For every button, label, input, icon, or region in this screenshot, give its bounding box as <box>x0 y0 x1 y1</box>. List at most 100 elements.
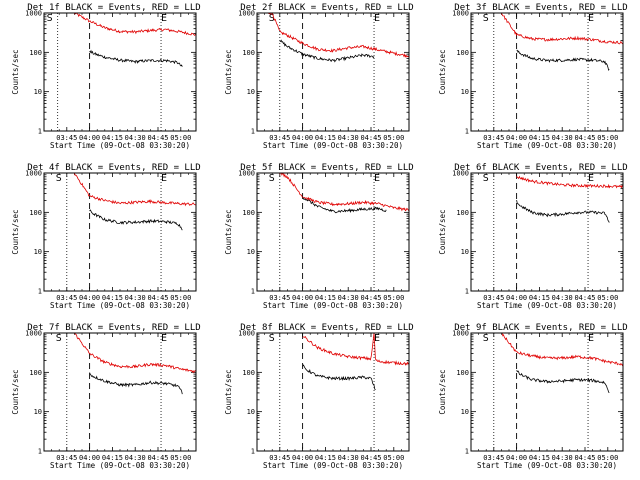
events-series <box>516 200 610 223</box>
y-axis-label: Counts/sec <box>438 49 447 94</box>
y-tick-label: 10 <box>247 88 255 96</box>
x-axis-label: Start Time (09-Oct-08 03:30:20) <box>50 141 190 150</box>
x-tick-label: 04:15 <box>529 134 550 142</box>
events-series <box>89 209 183 231</box>
start-marker-label: S <box>483 13 489 24</box>
lld-series <box>302 333 409 366</box>
y-tick-label: 1000 <box>25 170 42 178</box>
panel-title: Det 1f BLACK = Events, RED = LLD <box>27 3 200 13</box>
y-axis-label: Counts/sec <box>11 209 20 254</box>
x-tick-label: 04:30 <box>338 454 359 462</box>
x-tick-label: 05:00 <box>383 134 404 142</box>
x-tick-label: 05:00 <box>170 454 191 462</box>
y-tick-label: 1 <box>465 128 469 136</box>
lld-series <box>501 333 623 367</box>
x-axis-label: Start Time (09-Oct-08 03:30:20) <box>263 301 403 310</box>
end-marker-label: E <box>374 13 380 24</box>
x-axis-label: Start Time (09-Oct-08 03:30:20) <box>477 141 617 150</box>
x-tick-label: 05:00 <box>597 134 618 142</box>
y-tick-label: 1 <box>251 448 255 456</box>
y-tick-label: 100 <box>456 369 469 377</box>
x-tick-label: 04:45 <box>147 294 168 302</box>
y-axis-label: Counts/sec <box>224 49 233 94</box>
x-tick-label: 04:30 <box>338 134 359 142</box>
lld-series <box>74 13 196 36</box>
y-tick-label: 100 <box>242 369 255 377</box>
y-tick-label: 10 <box>247 248 255 256</box>
y-tick-label: 1 <box>465 448 469 456</box>
y-tick-label: 100 <box>456 209 469 217</box>
panel-title: Det 3f BLACK = Events, RED = LLD <box>454 3 627 13</box>
y-tick-label: 10 <box>34 408 42 416</box>
x-tick-label: 05:00 <box>170 134 191 142</box>
plot-frame <box>470 172 624 292</box>
y-tick-label: 10 <box>34 88 42 96</box>
panel-title: Det 7f BLACK = Events, RED = LLD <box>27 323 200 333</box>
x-tick-label: 03:45 <box>56 294 77 302</box>
panel-title: Det 9f BLACK = Events, RED = LLD <box>454 323 627 333</box>
end-marker-label: E <box>588 173 594 184</box>
detector-panel-4: Det 4f BLACK = Events, RED = LLD 1 10 100 10… <box>11 163 201 310</box>
x-tick-label: 04:45 <box>574 294 595 302</box>
plot-frame <box>43 332 197 452</box>
detector-panel-7: Det 7f BLACK = Events, RED = LLD 1 10 100 10… <box>11 323 201 470</box>
x-tick-label: 04:00 <box>79 294 100 302</box>
lld-series <box>74 173 196 207</box>
x-tick-label: 03:45 <box>269 134 290 142</box>
start-marker-label: S <box>483 173 489 184</box>
x-axis-label: Start Time (09-Oct-08 03:30:20) <box>50 301 190 310</box>
plot-frame <box>256 172 410 292</box>
x-tick-label: 04:15 <box>102 294 123 302</box>
panel-title: Det 6f BLACK = Events, RED = LLD <box>454 163 627 173</box>
y-tick-label: 1000 <box>452 170 469 178</box>
x-tick-label: 04:45 <box>360 134 381 142</box>
y-axis-label: Counts/sec <box>224 209 233 254</box>
x-tick-label: 03:45 <box>483 294 504 302</box>
x-axis-label: Start Time (09-Oct-08 03:30:20) <box>263 461 403 470</box>
x-tick-label: 04:30 <box>125 294 146 302</box>
detector-panel-1: Det 1f BLACK = Events, RED = LLD 1 10 100 10… <box>11 3 201 150</box>
x-tick-label: 05:00 <box>597 294 618 302</box>
plot-frame <box>470 332 624 452</box>
end-marker-label: E <box>588 13 594 24</box>
events-series <box>302 364 376 391</box>
detector-panel-5: Det 5f BLACK = Events, RED = LLD 1 10 100 10… <box>224 163 414 310</box>
y-axis-label: Counts/sec <box>11 49 20 94</box>
detector-panel-9: Det 9f BLACK = Events, RED = LLD 1 10 100 10… <box>438 323 628 470</box>
end-marker-label: E <box>161 173 167 184</box>
y-tick-label: 100 <box>29 369 42 377</box>
y-tick-label: 1000 <box>238 10 255 18</box>
y-tick-label: 1000 <box>238 170 255 178</box>
y-tick-label: 100 <box>456 49 469 57</box>
plot-frame <box>43 12 197 132</box>
panel-title: Det 4f BLACK = Events, RED = LLD <box>27 163 200 173</box>
x-tick-label: 03:45 <box>269 454 290 462</box>
x-tick-label: 03:45 <box>269 294 290 302</box>
y-axis-label: Counts/sec <box>438 369 447 414</box>
y-tick-label: 1000 <box>452 10 469 18</box>
end-marker-label: E <box>161 333 167 344</box>
y-tick-label: 100 <box>29 209 42 217</box>
y-tick-label: 10 <box>247 408 255 416</box>
detector-panel-6: Det 6f BLACK = Events, RED = LLD 1 10 100 10… <box>438 163 628 310</box>
events-series <box>302 197 387 214</box>
y-tick-label: 1 <box>38 288 42 296</box>
x-tick-label: 03:45 <box>483 134 504 142</box>
lld-series <box>279 173 409 212</box>
x-tick-label: 04:15 <box>102 134 123 142</box>
panel-title: Det 5f BLACK = Events, RED = LLD <box>240 163 413 173</box>
plot-frame <box>256 12 410 132</box>
panel-title: Det 8f BLACK = Events, RED = LLD <box>240 323 413 333</box>
y-tick-label: 1 <box>251 288 255 296</box>
x-tick-label: 03:45 <box>483 454 504 462</box>
x-tick-label: 04:00 <box>506 134 527 142</box>
lld-series <box>74 333 196 374</box>
x-tick-label: 05:00 <box>170 294 191 302</box>
x-tick-label: 04:45 <box>147 454 168 462</box>
start-marker-label: S <box>269 173 275 184</box>
x-tick-label: 05:00 <box>597 454 618 462</box>
y-tick-label: 1000 <box>25 330 42 338</box>
x-tick-label: 04:00 <box>292 454 313 462</box>
y-tick-label: 1000 <box>238 330 255 338</box>
y-axis-label: Counts/sec <box>224 369 233 414</box>
